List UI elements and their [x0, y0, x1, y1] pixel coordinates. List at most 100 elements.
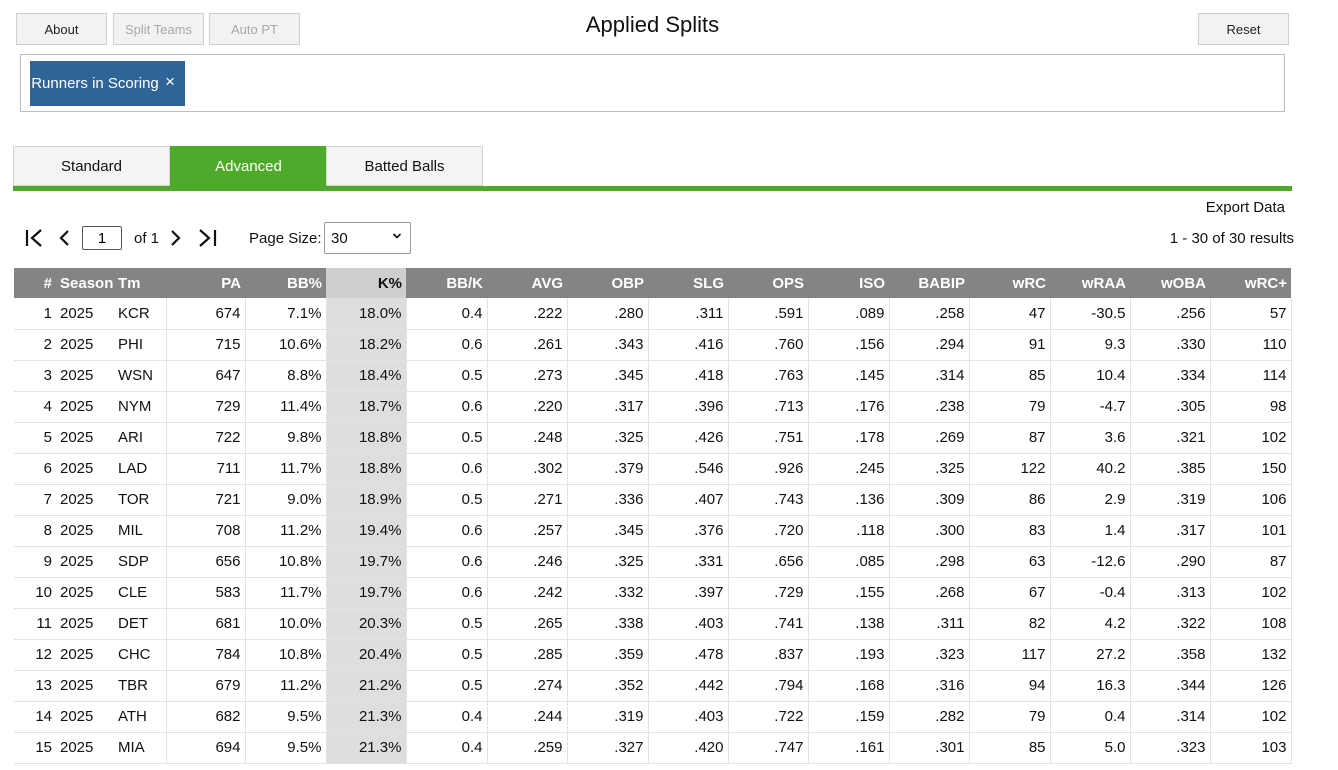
column-header-babip[interactable]: BABIP [889, 268, 969, 298]
auto-pt-button[interactable]: Auto PT [209, 13, 300, 45]
cell-iso: .145 [808, 360, 890, 392]
column-header-slg[interactable]: SLG [648, 268, 728, 298]
cell-rank: 4 [14, 391, 56, 423]
cell-tm: PHI [114, 329, 167, 361]
pagination-bar: of 1 Page Size: 30 1 - 30 of 30 results [24, 222, 1294, 254]
column-header-woba[interactable]: wOBA [1130, 268, 1210, 298]
column-header-pa[interactable]: PA [166, 268, 245, 298]
reset-button[interactable]: Reset [1198, 13, 1289, 45]
cell-babip: .325 [889, 453, 970, 485]
cell-ops: .926 [728, 453, 809, 485]
cell-ops: .729 [728, 577, 809, 609]
tab-standard[interactable]: Standard [13, 146, 170, 186]
tab-underline [13, 186, 1292, 191]
cell-wrc: 110 [1210, 329, 1292, 361]
column-header-tm[interactable]: Tm [114, 268, 166, 298]
cell-season: 2025 [56, 391, 114, 423]
cell-rank: 3 [14, 360, 56, 392]
cell-woba: .323 [1130, 732, 1211, 764]
tab-advanced[interactable]: Advanced [170, 146, 327, 186]
prev-page-icon[interactable] [57, 222, 71, 254]
cell-obp: .352 [567, 670, 649, 702]
cell-ops: .747 [728, 732, 809, 764]
cell-bb-k: 0.4 [406, 701, 488, 733]
cell-pa: 647 [166, 360, 246, 392]
next-page-icon[interactable] [169, 222, 183, 254]
first-page-icon[interactable] [24, 222, 46, 254]
cell-season: 2025 [56, 732, 114, 764]
column-header-k[interactable]: K% [326, 268, 406, 298]
column-header-wraa[interactable]: wRAA [1050, 268, 1130, 298]
column-header-ops[interactable]: OPS [728, 268, 808, 298]
table-row: 11 2025 DET 681 10.0% 20.3% 0.5.265.338.403.74… [14, 608, 1292, 640]
cell-ops: .741 [728, 608, 809, 640]
cell-tm: KCR [114, 298, 167, 330]
cell-k: 18.0% [326, 298, 407, 330]
filter-chip[interactable]: Runners in Scoring × [30, 61, 185, 106]
cell-avg: .265 [487, 608, 568, 640]
column-header-wrc[interactable]: wRC [969, 268, 1050, 298]
cell-season: 2025 [56, 298, 114, 330]
cell-rank: 13 [14, 670, 56, 702]
cell-wrc: 101 [1210, 515, 1292, 547]
cell-season: 2025 [56, 329, 114, 361]
cell-avg: .285 [487, 639, 568, 671]
cell-ops: .656 [728, 546, 809, 578]
results-count: 1 - 30 of 30 results [1169, 230, 1294, 247]
cell-obp: .336 [567, 484, 649, 516]
page-size-select[interactable]: 30 [324, 222, 411, 254]
column-header-[interactable]: # [14, 268, 56, 298]
column-header-season[interactable]: Season [56, 268, 114, 298]
cell-ops: .591 [728, 298, 809, 330]
tab-batted-balls[interactable]: Batted Balls [326, 146, 483, 186]
cell-slg: .396 [648, 391, 729, 423]
cell-k: 18.2% [326, 329, 407, 361]
cell-k: 21.3% [326, 732, 407, 764]
cell-avg: .274 [487, 670, 568, 702]
cell-bb-k: 0.5 [406, 360, 488, 392]
cell-woba: .256 [1130, 298, 1211, 330]
cell-iso: .193 [808, 639, 890, 671]
cell-wraa: -0.4 [1050, 577, 1131, 609]
cell-wrc: 114 [1210, 360, 1292, 392]
cell-rank: 10 [14, 577, 56, 609]
cell-tm: ARI [114, 422, 167, 454]
column-header-bb-k[interactable]: BB/K [406, 268, 487, 298]
column-header-wrc[interactable]: wRC+ [1210, 268, 1291, 298]
cell-wraa: 1.4 [1050, 515, 1131, 547]
cell-wraa: 9.3 [1050, 329, 1131, 361]
cell-wraa: 2.9 [1050, 484, 1131, 516]
cell-season: 2025 [56, 484, 114, 516]
about-button[interactable]: About [16, 13, 107, 45]
column-header-iso[interactable]: ISO [808, 268, 889, 298]
cell-slg: .416 [648, 329, 729, 361]
column-header-avg[interactable]: AVG [487, 268, 567, 298]
cell-tm: SDP [114, 546, 167, 578]
cell-slg: .546 [648, 453, 729, 485]
last-page-icon[interactable] [196, 222, 218, 254]
cell-babip: .309 [889, 484, 970, 516]
column-header-obp[interactable]: OBP [567, 268, 648, 298]
cell-obp: .319 [567, 701, 649, 733]
cell-iso: .168 [808, 670, 890, 702]
export-data-link[interactable]: Export Data [1205, 199, 1285, 216]
cell-k: 19.7% [326, 546, 407, 578]
split-teams-button[interactable]: Split Teams [113, 13, 204, 45]
cell-babip: .269 [889, 422, 970, 454]
cell-babip: .314 [889, 360, 970, 392]
chevron-down-icon [392, 230, 402, 244]
cell-pa: 656 [166, 546, 246, 578]
column-header-bb[interactable]: BB% [245, 268, 326, 298]
cell-babip: .238 [889, 391, 970, 423]
close-icon[interactable]: × [165, 72, 175, 91]
cell-rank: 7 [14, 484, 56, 516]
cell-k: 18.8% [326, 453, 407, 485]
cell-ops: .720 [728, 515, 809, 547]
cell-babip: .268 [889, 577, 970, 609]
cell-rank: 5 [14, 422, 56, 454]
page-number-input[interactable] [82, 226, 122, 250]
cell-obp: .325 [567, 546, 649, 578]
cell-wrc: 87 [969, 422, 1051, 454]
cell-bb: 10.6% [245, 329, 327, 361]
cell-obp: .325 [567, 422, 649, 454]
